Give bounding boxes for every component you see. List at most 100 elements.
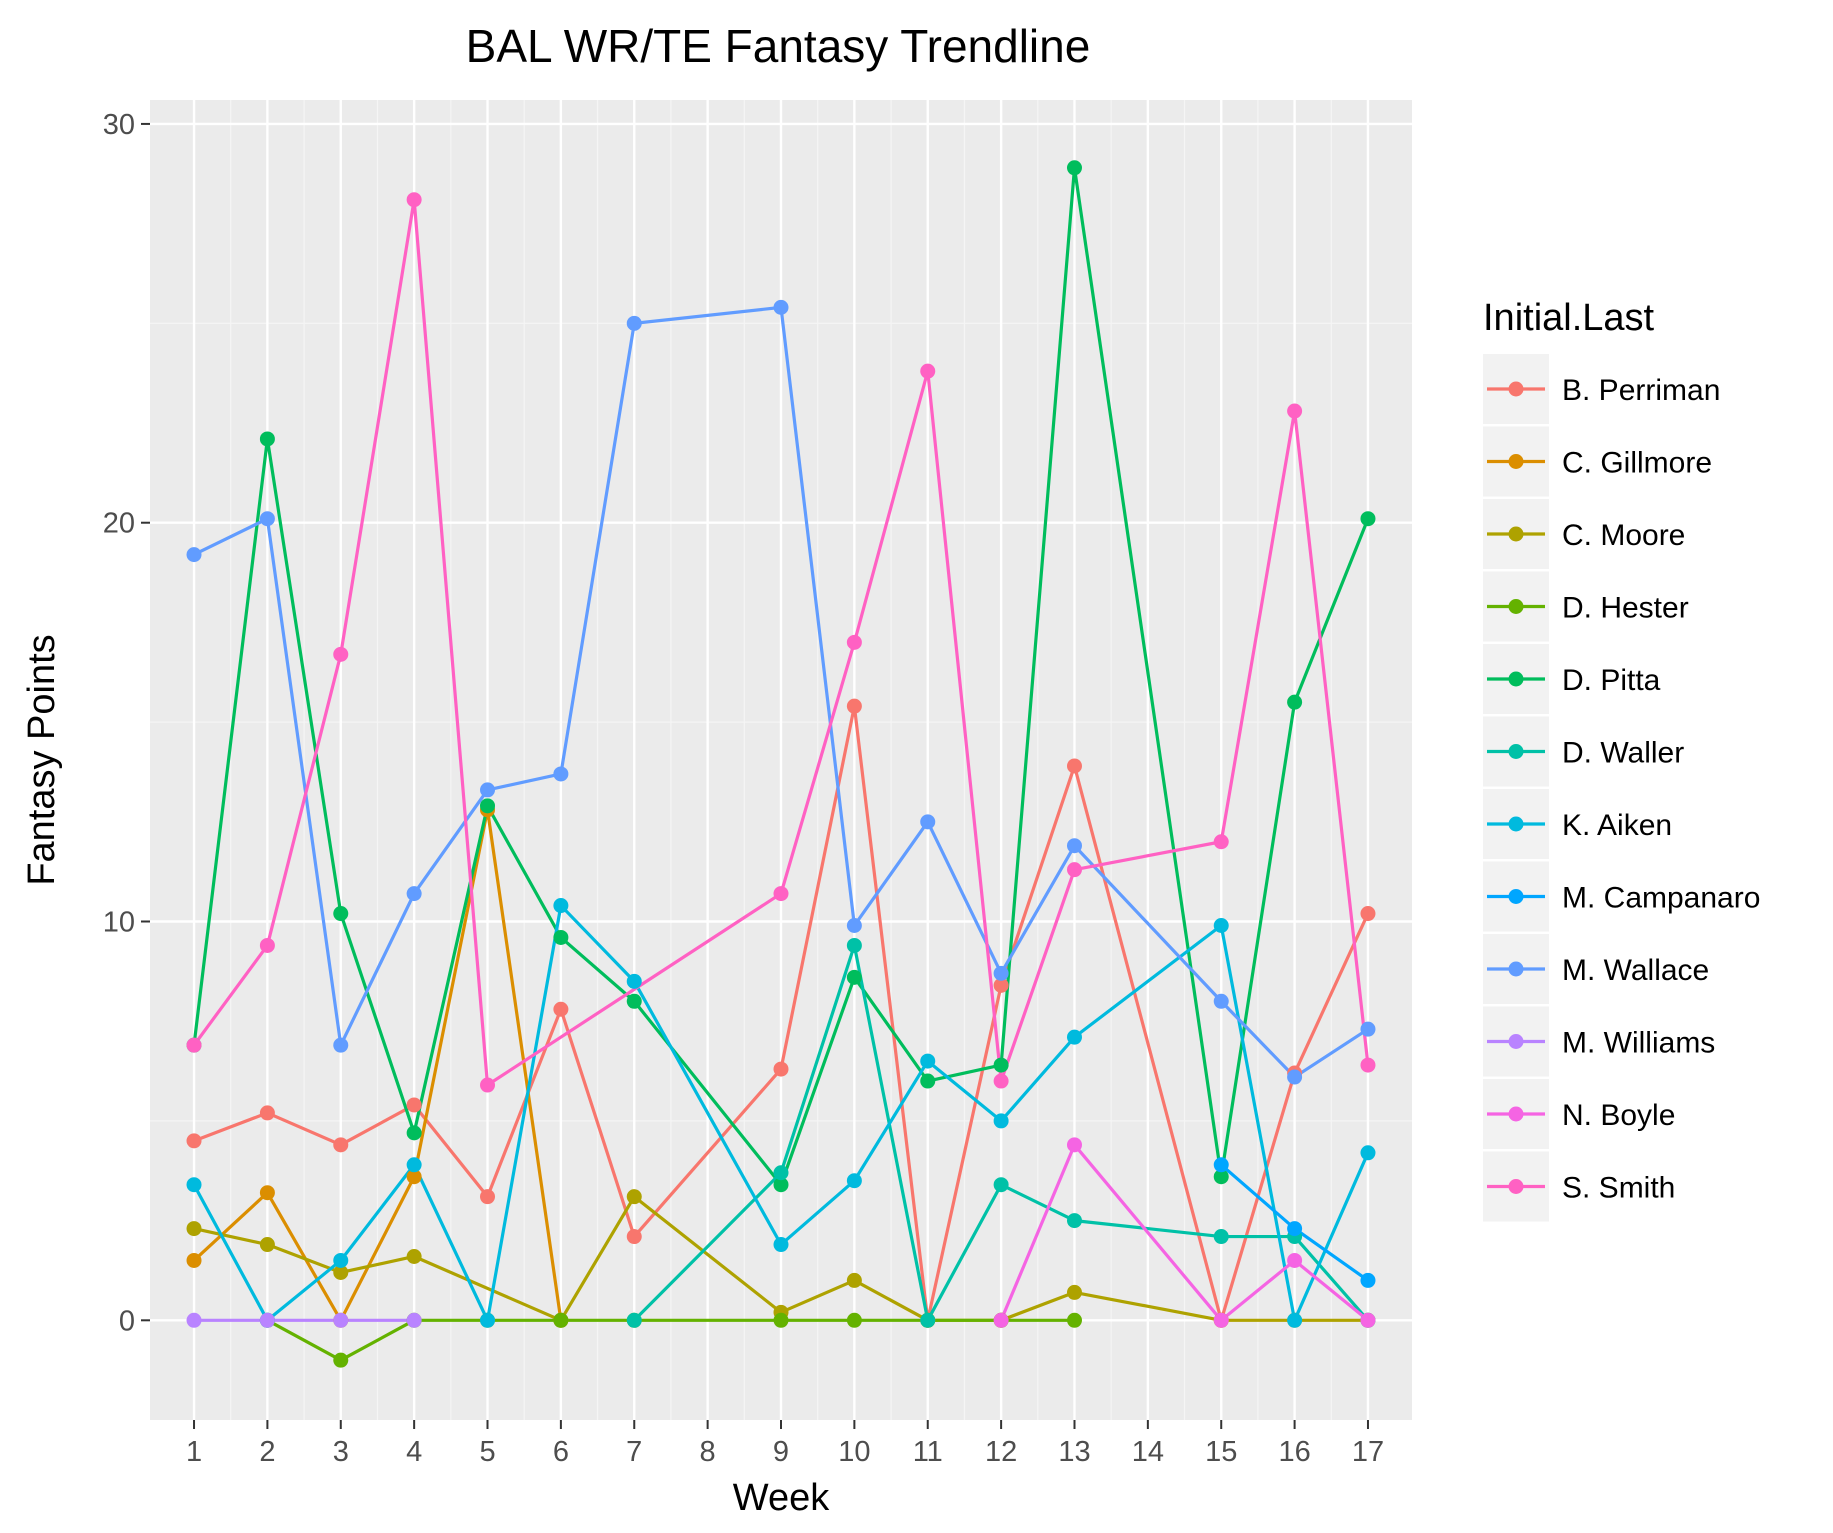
x-tick-label: 3 (333, 1436, 349, 1468)
x-axis-title: Week (733, 1477, 830, 1519)
series-point (333, 906, 349, 922)
series-point (333, 646, 349, 662)
series-points (186, 160, 1376, 1368)
series-point (1360, 511, 1376, 527)
series-point (1360, 1145, 1376, 1161)
x-tick-label: 17 (1352, 1436, 1384, 1468)
series-point (1287, 694, 1303, 710)
series-point (993, 1177, 1009, 1193)
series-point (626, 973, 642, 989)
series-point (186, 1133, 202, 1149)
series-point (1066, 1029, 1082, 1045)
series-point (626, 1189, 642, 1205)
legend-key-point (1508, 454, 1524, 469)
series-point (406, 1169, 422, 1185)
series-point (480, 782, 496, 798)
series-point (1287, 1312, 1303, 1328)
series-point (1287, 1221, 1303, 1237)
series-point (920, 814, 936, 830)
series-point (406, 1312, 422, 1328)
series-point (406, 886, 422, 902)
series-point (1066, 160, 1082, 176)
legend-key-point (1508, 526, 1524, 542)
x-tick-label: 14 (1132, 1436, 1164, 1468)
series-point (1287, 1252, 1303, 1268)
series-point (186, 1312, 202, 1328)
series-point (333, 1252, 349, 1268)
grid-minor (150, 100, 1412, 1420)
series-point (259, 511, 275, 527)
series-point (480, 1189, 496, 1205)
x-tick-label: 5 (479, 1436, 495, 1468)
series-point (993, 1073, 1009, 1089)
series-point (406, 1125, 422, 1141)
legend-key-point (1508, 816, 1524, 832)
series-point (480, 1077, 496, 1093)
series-point (333, 1137, 349, 1153)
y-tick-label: 0 (119, 1305, 135, 1337)
series-point (1213, 1312, 1229, 1328)
series-point (920, 1073, 936, 1089)
series-point (186, 547, 202, 563)
series-point (553, 1312, 569, 1328)
y-axis: 0 10 20 30 (103, 109, 150, 1337)
legend-label: D. Hester (1562, 592, 1689, 625)
series-point (333, 1312, 349, 1328)
legend-key-point (1508, 1179, 1524, 1194)
series-point (259, 1105, 275, 1121)
series-point (1066, 838, 1082, 854)
series-point (846, 1173, 862, 1189)
series-point (773, 1177, 789, 1193)
series-point (993, 1312, 1009, 1328)
legend: Initial.Last B. Perriman C. Gillmore C. Mo… (1483, 297, 1760, 1222)
series-point (846, 937, 862, 953)
chart-title: BAL WR/TE Fantasy Trendline (466, 20, 1091, 72)
legend-label: D. Waller (1562, 737, 1684, 770)
y-axis-title: Fantasy Points (21, 634, 63, 885)
series-point (920, 1312, 936, 1328)
series-point (920, 1053, 936, 1069)
series-point (1360, 1312, 1376, 1328)
legend-label: B. Perriman (1562, 374, 1720, 407)
x-tick-label: 2 (259, 1436, 275, 1468)
series-point (186, 1177, 202, 1193)
legend-label: M. Wallace (1562, 954, 1709, 987)
series-point (1360, 1057, 1376, 1073)
series-point (333, 1264, 349, 1280)
series-point (553, 766, 569, 782)
series-point (993, 965, 1009, 981)
legend-label: D. Pitta (1562, 664, 1661, 697)
series-point (993, 1113, 1009, 1129)
series-point (553, 929, 569, 945)
legend-key-point (1508, 599, 1524, 614)
series-point (1213, 1169, 1229, 1185)
series-point (259, 1312, 275, 1328)
series-point (480, 798, 496, 814)
legend-key-point (1508, 671, 1524, 687)
series-point (186, 1252, 202, 1268)
x-tick-label: 15 (1205, 1436, 1237, 1468)
series-point (333, 1037, 349, 1053)
series-point (846, 698, 862, 714)
series-point (1066, 1213, 1082, 1229)
series-point (846, 1272, 862, 1288)
series-point (553, 898, 569, 914)
series-point (1213, 1229, 1229, 1245)
y-tick-label: 20 (103, 508, 135, 540)
series-line (192, 808, 563, 1322)
series-point (1213, 993, 1229, 1009)
series-point (993, 977, 1009, 993)
legend-label: K. Aiken (1562, 809, 1672, 842)
series-point (480, 1312, 496, 1328)
legend-label: C. Moore (1562, 519, 1685, 552)
series-point (773, 886, 789, 902)
series-point (1066, 862, 1082, 878)
x-tick-label: 16 (1278, 1436, 1310, 1468)
series-point (553, 1001, 569, 1017)
x-tick-label: 11 (913, 1436, 943, 1468)
series-point (406, 1157, 422, 1173)
series-point (773, 299, 789, 315)
series-point (1287, 403, 1303, 419)
series-point (1066, 758, 1082, 774)
series-point (186, 1037, 202, 1053)
